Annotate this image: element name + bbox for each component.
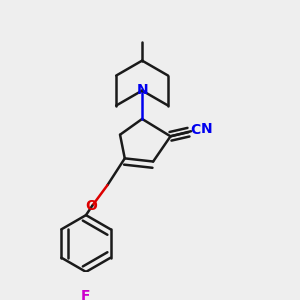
Text: N: N (136, 83, 148, 97)
Text: C: C (190, 123, 200, 137)
Text: N: N (201, 122, 213, 136)
Text: F: F (81, 289, 91, 300)
Text: O: O (86, 199, 98, 213)
